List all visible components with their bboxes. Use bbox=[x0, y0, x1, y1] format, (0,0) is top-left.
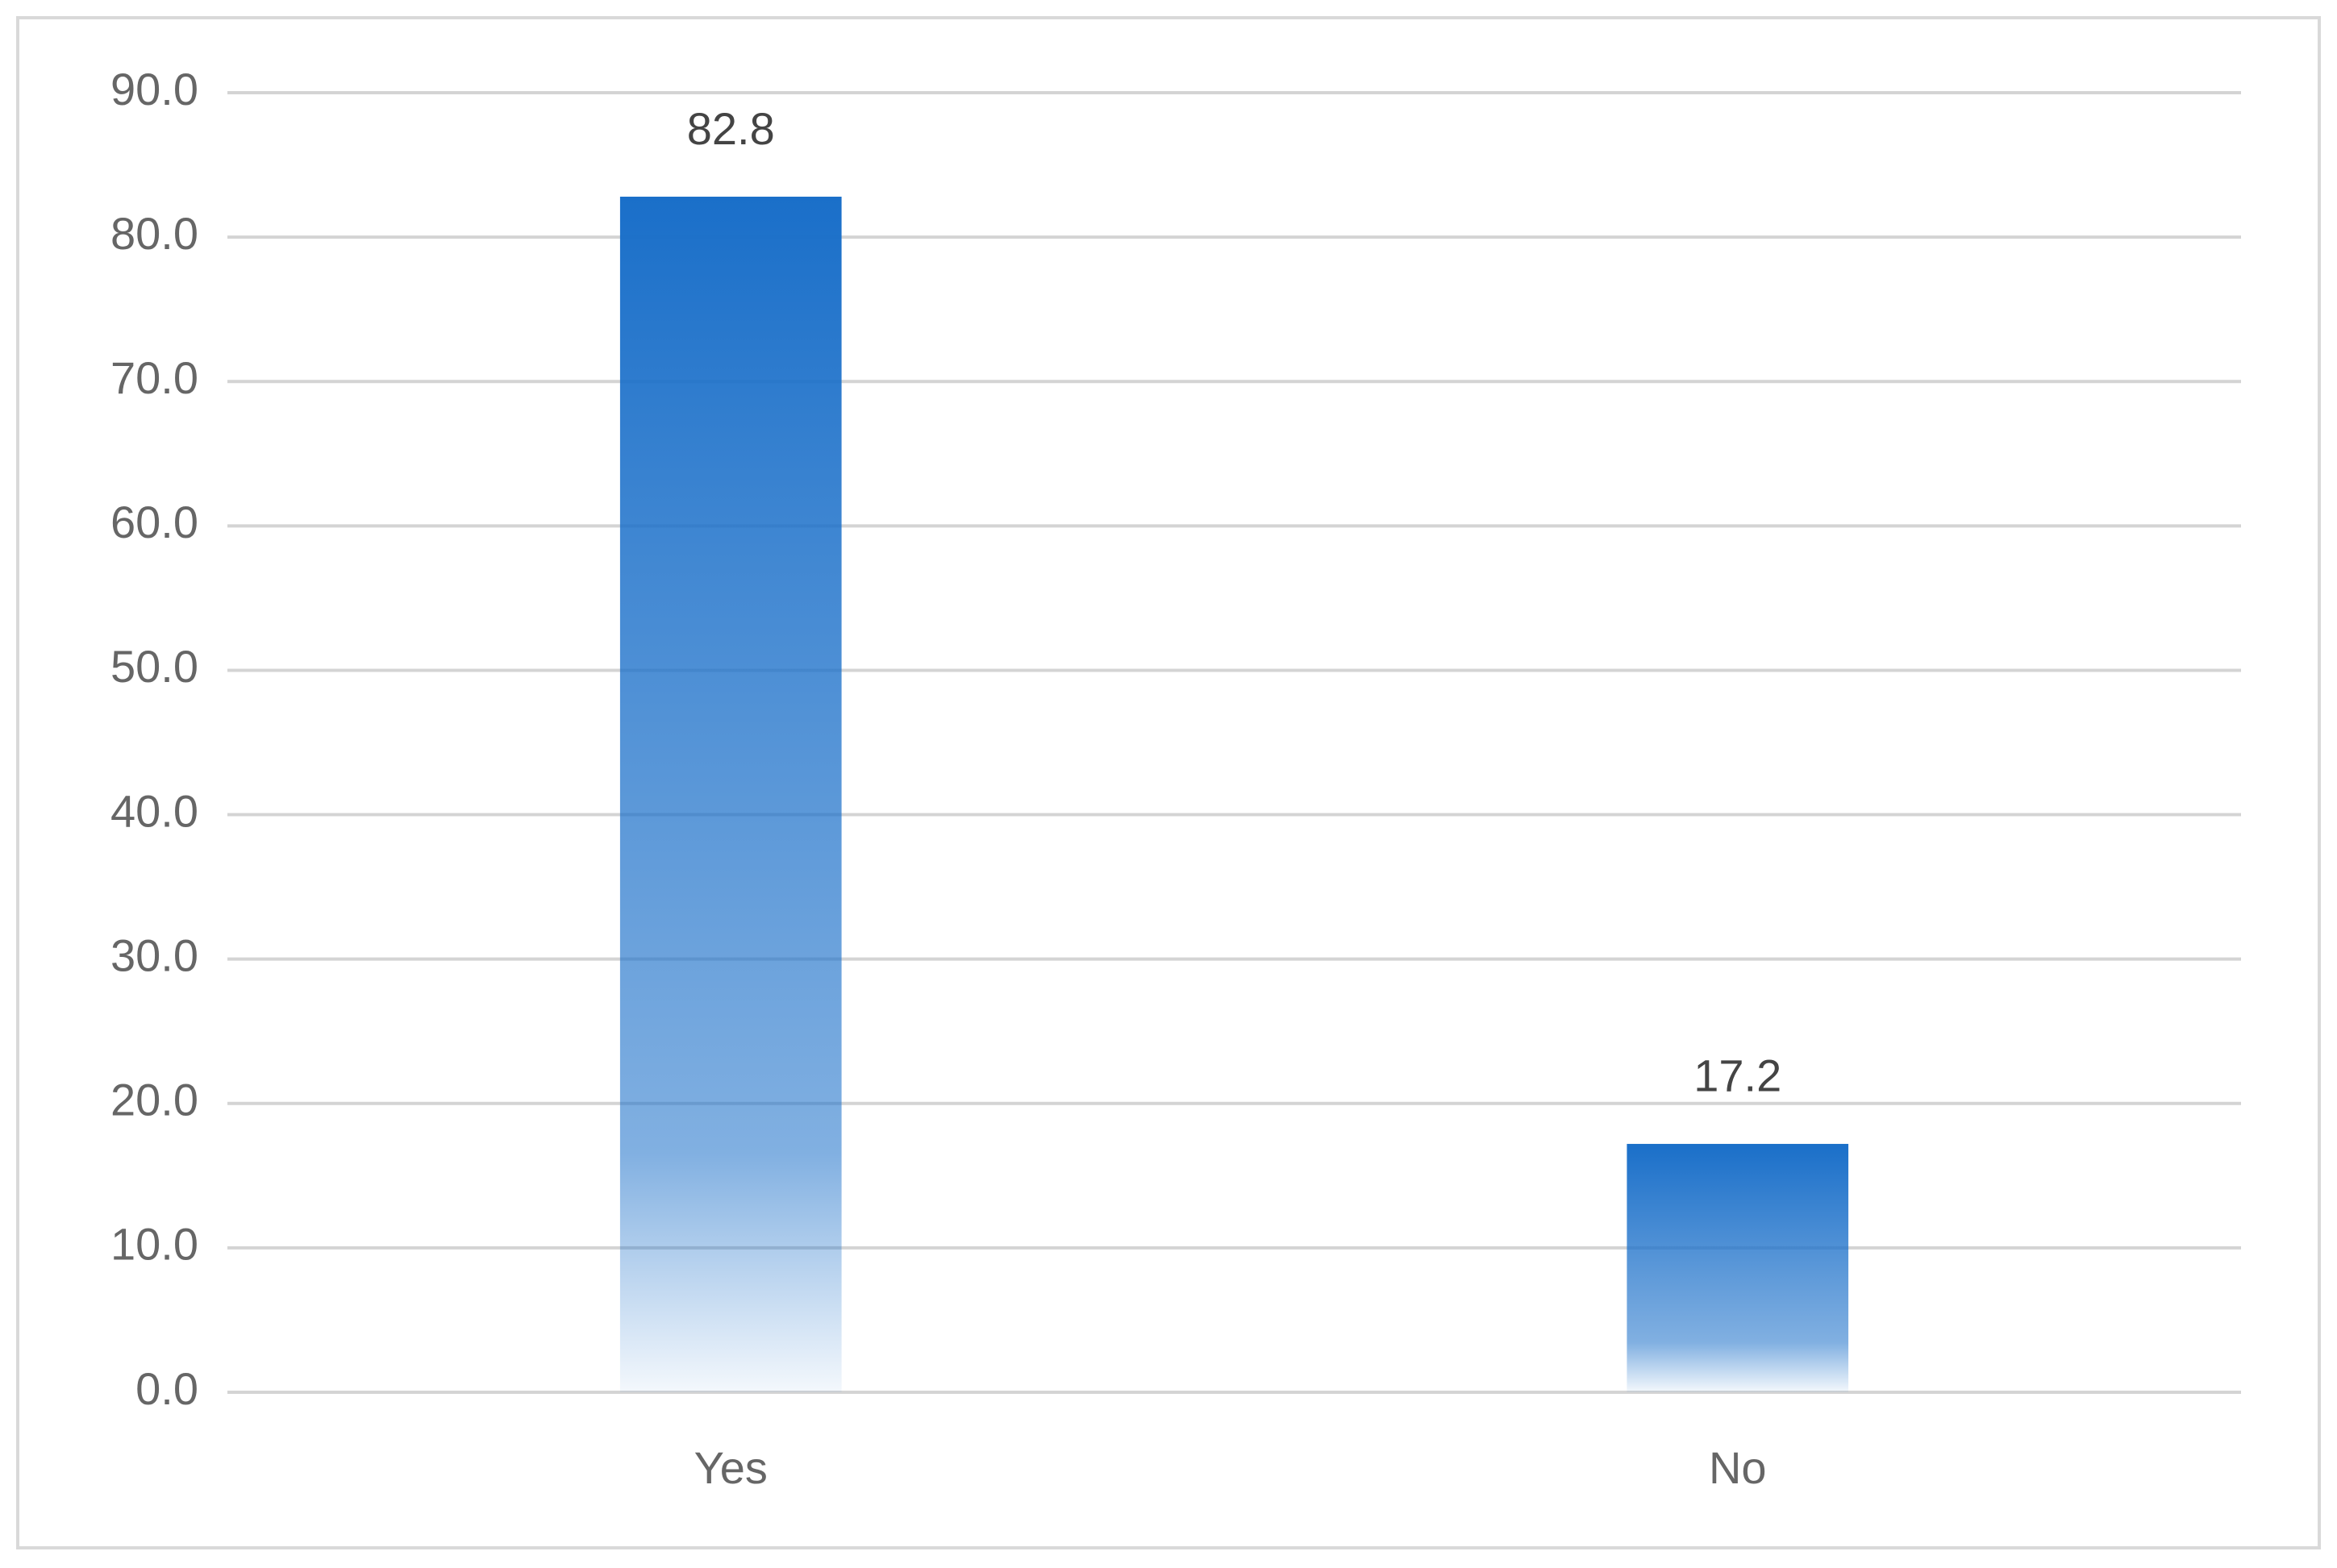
bar bbox=[1627, 1143, 1849, 1392]
y-tick-label: 50.0 bbox=[110, 641, 198, 692]
y-tick-label: 20.0 bbox=[110, 1075, 198, 1125]
value-label: 17.2 bbox=[1693, 1050, 1781, 1101]
y-tick-label: 60.0 bbox=[110, 497, 198, 547]
x-tick-label: No bbox=[1709, 1442, 1767, 1493]
y-tick-label: 30.0 bbox=[110, 930, 198, 980]
y-tick-label: 80.0 bbox=[110, 208, 198, 259]
value-label: 82.8 bbox=[687, 103, 775, 154]
y-tick-label: 90.0 bbox=[110, 64, 198, 114]
y-tick-label: 10.0 bbox=[110, 1219, 198, 1270]
y-tick-label: 0.0 bbox=[135, 1363, 198, 1414]
x-tick-label: Yes bbox=[694, 1442, 768, 1493]
chart-border bbox=[16, 16, 2321, 1549]
y-tick-label: 40.0 bbox=[110, 785, 198, 836]
y-tick-label: 70.0 bbox=[110, 352, 198, 403]
bar bbox=[619, 196, 842, 1393]
